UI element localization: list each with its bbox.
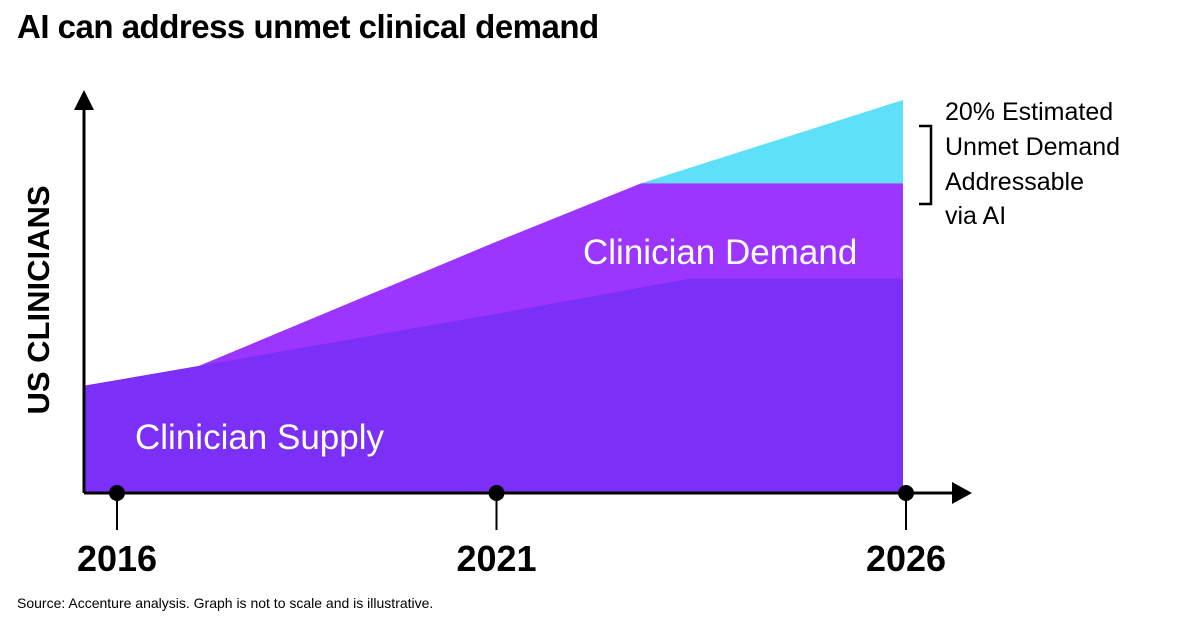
x-tick-dot	[488, 485, 505, 501]
supply-area-label: Clinician Supply	[135, 418, 385, 457]
ai-addressable-area	[640, 99, 903, 184]
x-tick-label: 2026	[866, 538, 946, 579]
source-note: Source: Accenture analysis. Graph is not…	[17, 595, 434, 611]
x-axis-ticks: 2016 2021 2026	[77, 485, 946, 579]
chart-areas	[84, 99, 903, 493]
y-axis-arrow	[74, 90, 94, 110]
x-tick-dot	[109, 485, 125, 501]
y-axis-label: US CLINICIANS	[21, 185, 56, 414]
annotation-line: Unmet Demand	[945, 133, 1120, 161]
x-tick-dot	[898, 485, 914, 501]
x-axis-arrow	[952, 482, 972, 504]
x-tick-label: 2021	[456, 538, 536, 579]
annotation-line: 20% Estimated	[945, 98, 1113, 126]
x-tick-label: 2016	[77, 538, 157, 579]
annotation-line: via AI	[945, 202, 1006, 230]
chart-title: AI can address unmet clinical demand	[17, 8, 599, 45]
demand-area-label: Clinician Demand	[583, 233, 857, 272]
annotation-line: Addressable	[945, 168, 1084, 196]
chart-canvas: 2016 2021 2026 US CLINICIANS Clinician Sup…	[21, 90, 1120, 579]
supply-area	[84, 278, 903, 493]
bracket	[919, 124, 933, 206]
annotation: 20% Estimated Unmet Demand Addressable v…	[945, 98, 1120, 230]
